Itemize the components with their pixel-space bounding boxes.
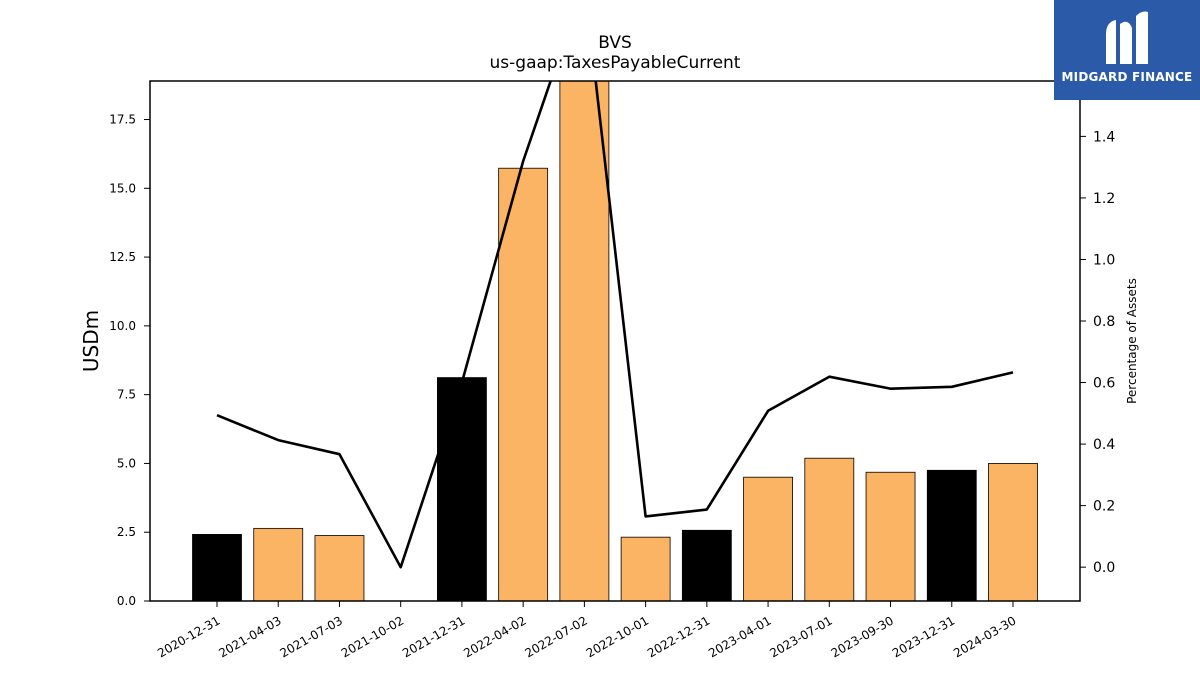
bar-2021-07-03: [314, 535, 365, 601]
y2-axis-label: Percentage of Assets: [1125, 278, 1139, 404]
bar-2022-07-02: [559, 81, 610, 601]
y2-tick-label: 0.8: [1093, 314, 1115, 330]
bar-2024-03-30: [988, 463, 1038, 601]
x-tick-label: 2021-12-31: [400, 613, 467, 660]
y-axis-label: USDm: [79, 310, 103, 372]
left-axis: 0.0 2.5 5.0 7.5 10.0 12.5 15.0 17.5: [109, 113, 150, 608]
x-tick-label: 2022-10-01: [584, 613, 651, 660]
line-layer: [216, 81, 1014, 569]
bar-2023-04-01: [743, 476, 793, 601]
bar-2023-07-01: [804, 457, 855, 601]
x-axis: 2020-12-312021-04-032021-07-032021-10-02…: [155, 601, 1019, 660]
x-tick-label: 2022-07-02: [522, 613, 589, 660]
x-tick-label: 2024-03-30: [951, 613, 1018, 660]
right-axis: 0.0 0.2 0.4 0.6 0.8 1.0 1.2 1.4: [1080, 129, 1115, 576]
y-tick-label: 2.5: [117, 525, 136, 539]
x-tick-label: 2023-12-31: [890, 613, 957, 660]
y2-tick-label: 1.4: [1093, 129, 1115, 145]
bars: [192, 81, 1038, 601]
x-tick-label: 2020-12-31: [155, 613, 222, 660]
y2-tick-label: 1.0: [1093, 252, 1115, 268]
y2-tick-label: 0.4: [1093, 437, 1115, 453]
y-tick-label: 12.5: [109, 250, 136, 264]
percentage-of-assets-line: [216, 81, 1014, 569]
x-tick-label: 2022-12-31: [645, 613, 712, 660]
x-tick-label: 2021-07-03: [278, 613, 345, 660]
chart-subtitle: us-gaap:TaxesPayableCurrent: [490, 53, 741, 73]
y-tick-label: 10.0: [109, 319, 136, 333]
x-tick-label: 2021-10-02: [339, 613, 406, 660]
x-tick-label: 2022-04-02: [461, 613, 528, 660]
y-tick-label: 7.5: [117, 388, 136, 402]
y-tick-label: 17.5: [109, 113, 136, 127]
plot-frame: [149, 80, 1081, 602]
x-tick-label: 2023-04-01: [706, 613, 773, 660]
chart-title: BVS: [598, 33, 632, 53]
bar-2022-12-31: [681, 529, 732, 601]
midgard-logo-icon: [1106, 11, 1148, 64]
bar-2021-12-31: [437, 377, 487, 601]
y2-tick-label: 0.0: [1093, 560, 1115, 576]
bar-2020-12-31: [192, 534, 242, 601]
bar-2023-09-30: [865, 471, 916, 601]
bar-2021-04-03: [253, 527, 304, 601]
y-tick-label: 5.0: [117, 456, 136, 470]
bar-2023-12-31: [926, 469, 977, 601]
x-tick-label: 2021-04-03: [216, 613, 283, 660]
midgard-finance-logo: MIDGARD FINANCE: [1054, 0, 1200, 100]
y2-tick-label: 0.2: [1093, 499, 1115, 515]
x-tick-label: 2023-07-01: [767, 613, 834, 660]
y2-tick-label: 0.6: [1093, 376, 1115, 392]
y-tick-label: 0.0: [117, 594, 136, 608]
bar-2022-10-01: [620, 536, 671, 601]
x-tick-label: 2023-09-30: [829, 613, 896, 660]
bar-2022-04-02: [498, 167, 549, 601]
logo-text: MIDGARD FINANCE: [1061, 70, 1193, 84]
y2-tick-label: 1.2: [1093, 191, 1115, 207]
y-tick-label: 15.0: [109, 181, 136, 195]
